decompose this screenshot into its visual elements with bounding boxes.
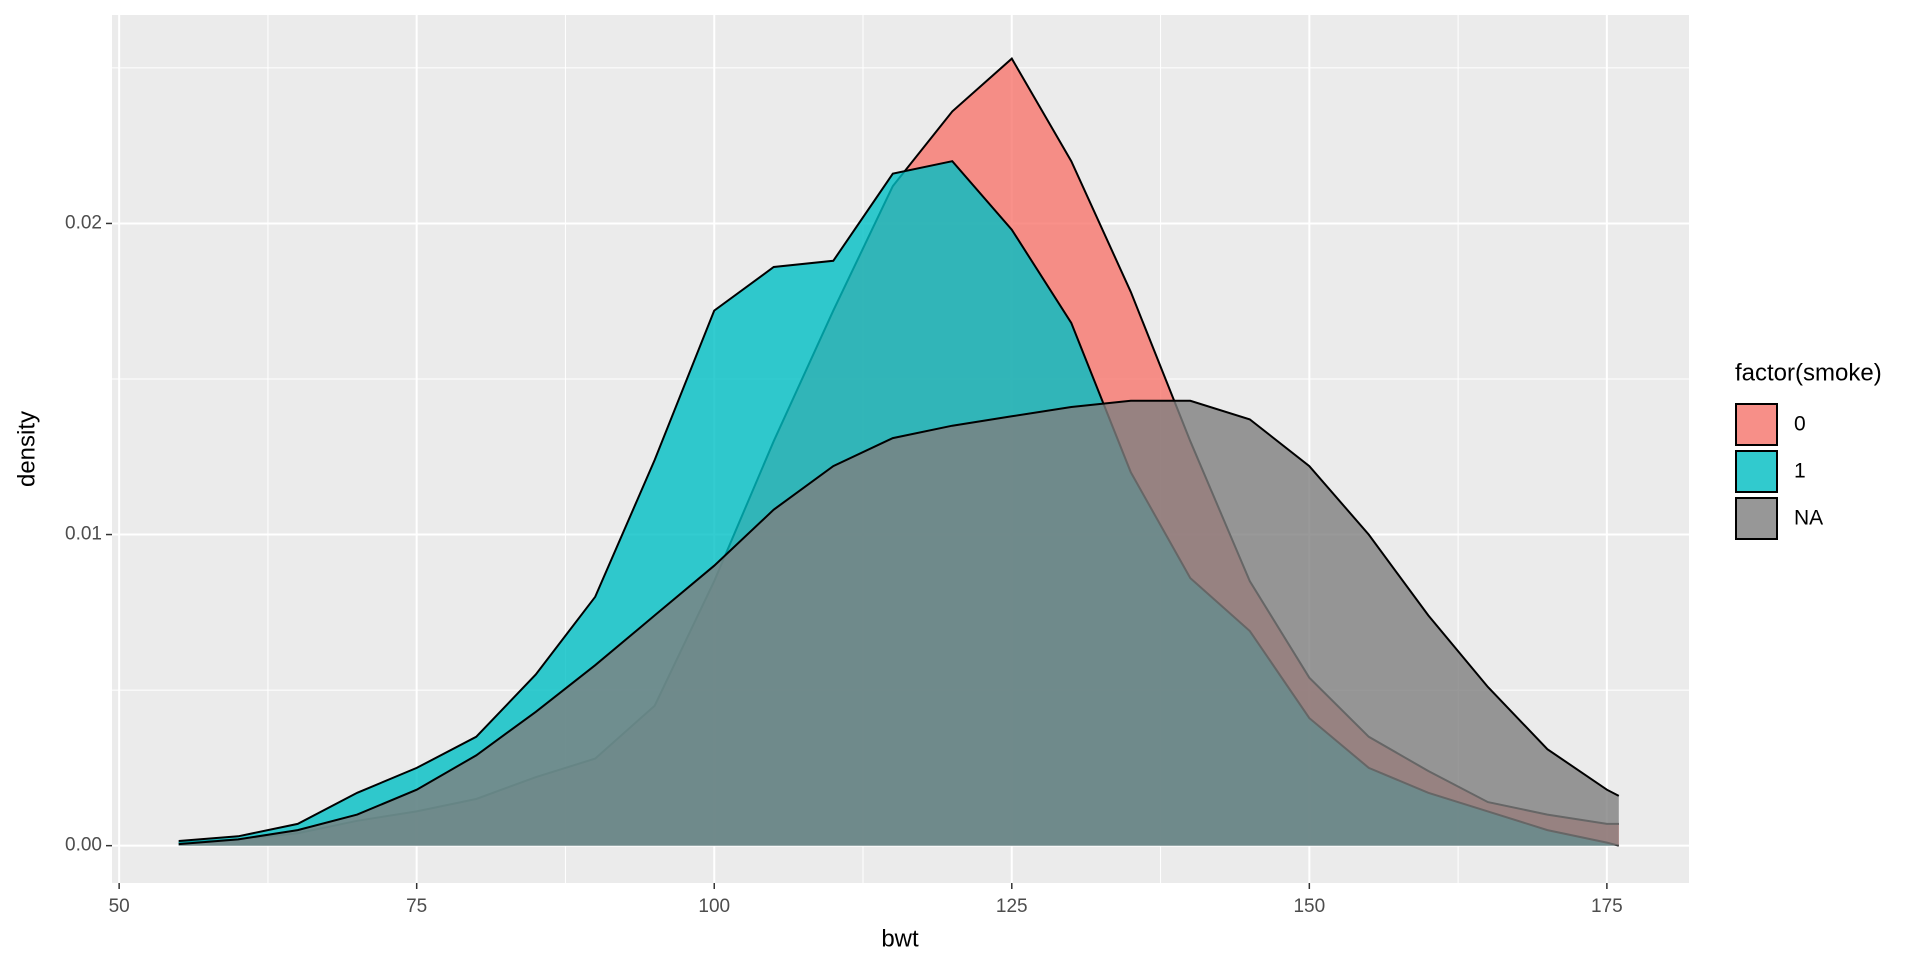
legend-swatch xyxy=(1735,403,1778,446)
y-tick-label: 0.02 xyxy=(65,212,102,233)
legend-swatch xyxy=(1735,450,1778,493)
axes: 50 75 100 125 150 175 0.00 0.01 0.02 xyxy=(65,212,1623,917)
legend-label: NA xyxy=(1794,507,1823,530)
x-tick-label: 175 xyxy=(1591,896,1623,917)
y-axis-title: density xyxy=(13,411,40,487)
x-tick-label: 75 xyxy=(406,896,427,917)
legend-label: 0 xyxy=(1794,413,1806,436)
y-tick-label: 0.01 xyxy=(65,524,102,545)
legend-swatch xyxy=(1735,497,1778,540)
x-tick-label: 100 xyxy=(698,896,730,917)
legend-title: factor(smoke) xyxy=(1735,359,1882,386)
density-fill xyxy=(178,400,1619,846)
density-line xyxy=(178,399,1620,846)
legend-label: 1 xyxy=(1794,460,1806,483)
x-tick-label: 150 xyxy=(1293,896,1325,917)
x-axis-title: bwt xyxy=(881,925,919,952)
x-tick-label: 125 xyxy=(996,896,1028,917)
legend: factor(smoke) 0 1 NA xyxy=(1735,359,1882,540)
x-tick-label: 50 xyxy=(109,896,130,917)
y-tick-label: 0.00 xyxy=(65,835,102,856)
areas xyxy=(178,57,1620,847)
